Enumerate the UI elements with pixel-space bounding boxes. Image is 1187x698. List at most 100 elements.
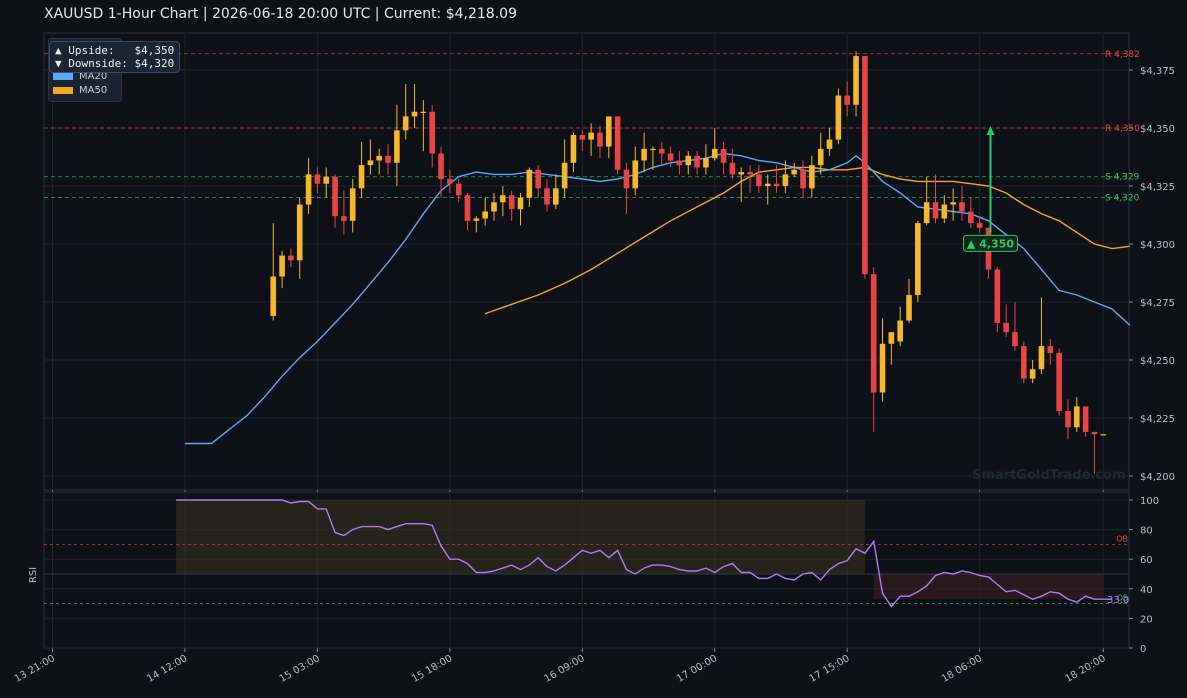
candle-down <box>1003 322 1009 333</box>
candle-up <box>809 165 815 189</box>
candle-down <box>455 183 462 196</box>
candle-down <box>288 255 294 261</box>
candle-down <box>800 169 806 189</box>
candle-up <box>906 295 912 321</box>
level-label-resistance: R 4,382 <box>1105 50 1140 60</box>
upside-label: ▲ Upside: $4,350 <box>55 44 175 57</box>
candle-down <box>623 169 630 189</box>
candle-down <box>862 56 868 275</box>
legend-item-ma20: MA20 <box>53 71 107 82</box>
candle-up <box>420 111 427 113</box>
candle-down <box>932 202 939 219</box>
rsi-axis-label: RSI <box>28 567 39 583</box>
legend-label: MA20 <box>79 71 108 82</box>
y-tick-label: 0 <box>1140 644 1146 655</box>
candle-up <box>950 202 956 205</box>
price-plot-area <box>43 32 1130 491</box>
ma50-line <box>484 166 1130 315</box>
candle-up <box>817 148 824 166</box>
candle-down <box>314 174 321 184</box>
x-tick-label: 15 18:00 <box>410 653 454 685</box>
candle-up <box>491 202 497 212</box>
candle-down <box>1056 353 1062 412</box>
candle-up <box>526 169 533 198</box>
target-label: ▲ 4,350 <box>967 237 1014 250</box>
candle-down <box>535 169 541 189</box>
candle-up <box>561 162 568 189</box>
x-tick-label: 13 21:00 <box>13 653 57 685</box>
rsi-overbought-zone <box>176 500 865 574</box>
x-tick-label: 17 00:00 <box>675 653 719 685</box>
candle-up <box>323 176 330 184</box>
candle-up <box>358 165 365 189</box>
candle-up <box>588 132 594 140</box>
candle-up <box>296 204 303 261</box>
level-label-support: S 4,329 <box>1105 173 1140 183</box>
y-tick-label: 40 <box>1140 585 1153 596</box>
candle-down <box>976 223 983 228</box>
candle-down <box>1047 346 1054 354</box>
prediction-box: ▲ Upside: $4,350 ▼ Downside: $4,320 <box>49 41 181 73</box>
candle-up <box>411 111 418 117</box>
legend-label: MA50 <box>79 85 108 96</box>
y-tick-label: $4,275 <box>1140 298 1175 309</box>
candle-down <box>870 274 877 393</box>
candle-down <box>1082 406 1089 432</box>
candle-down <box>844 95 850 105</box>
y-tick-label: $4,375 <box>1140 66 1175 77</box>
candle-down <box>429 111 435 154</box>
chart-title: XAUUSD 1-Hour Chart | 2026-06-18 20:00 U… <box>44 6 517 22</box>
candle-up <box>915 223 921 296</box>
candle-up <box>473 218 480 221</box>
candle-up <box>349 188 356 221</box>
candle-up <box>305 174 312 205</box>
candle-down <box>1021 346 1027 379</box>
candle-down <box>729 162 736 175</box>
rsi-line <box>176 499 1113 608</box>
y-tick-label: 60 <box>1140 555 1153 566</box>
candle-up <box>517 197 524 210</box>
y-tick-label: 20 <box>1140 614 1153 625</box>
candle-down <box>1065 411 1071 428</box>
x-tick-label: 17 15:00 <box>807 653 851 685</box>
x-tick-label: 14 12:00 <box>145 653 189 685</box>
level-label-resistance: R 4,350 <box>1105 124 1140 134</box>
candle-up <box>738 172 745 175</box>
candle-down <box>994 269 1001 323</box>
ma50-swatch <box>53 86 73 94</box>
level-label-support: S 4,320 <box>1105 194 1140 204</box>
y-tick-label: $4,250 <box>1140 356 1175 367</box>
y-tick-label: $4,225 <box>1140 414 1175 425</box>
candle-up <box>1073 406 1080 428</box>
candle-up <box>367 160 374 166</box>
rsi-ob-label: OB <box>1116 534 1128 543</box>
candle-up <box>791 169 798 175</box>
candle-up <box>650 148 656 151</box>
candle-down <box>332 176 338 217</box>
candle-down <box>385 155 391 163</box>
candle-down <box>756 174 762 186</box>
candle-down <box>438 153 444 180</box>
candle-up <box>711 148 718 159</box>
candle-up <box>279 255 285 277</box>
candle-down <box>676 160 683 166</box>
price-panel: $4,200 $4,225 $4,250 $4,275 $4,300 $4,325 $4,3… <box>43 32 1175 495</box>
candle-up <box>376 155 383 161</box>
ma20-swatch <box>53 72 73 80</box>
y-tick-label: $4,325 <box>1140 182 1175 193</box>
y-tick-label: 80 <box>1140 526 1153 537</box>
rsi-current-label: 33.0 <box>1107 595 1129 606</box>
candle-down <box>658 148 665 154</box>
candle-up <box>826 139 833 149</box>
candle-up <box>782 174 789 186</box>
candle-up <box>500 195 506 203</box>
x-tick-label: 16 09:00 <box>543 653 587 685</box>
candle-up <box>923 202 930 224</box>
candle-up <box>888 332 895 344</box>
candle-up <box>1038 346 1045 370</box>
target-arrow-head <box>986 126 995 135</box>
candle-up <box>402 116 409 131</box>
candle-up <box>641 148 647 161</box>
y-tick-label: $4,200 <box>1140 472 1175 483</box>
